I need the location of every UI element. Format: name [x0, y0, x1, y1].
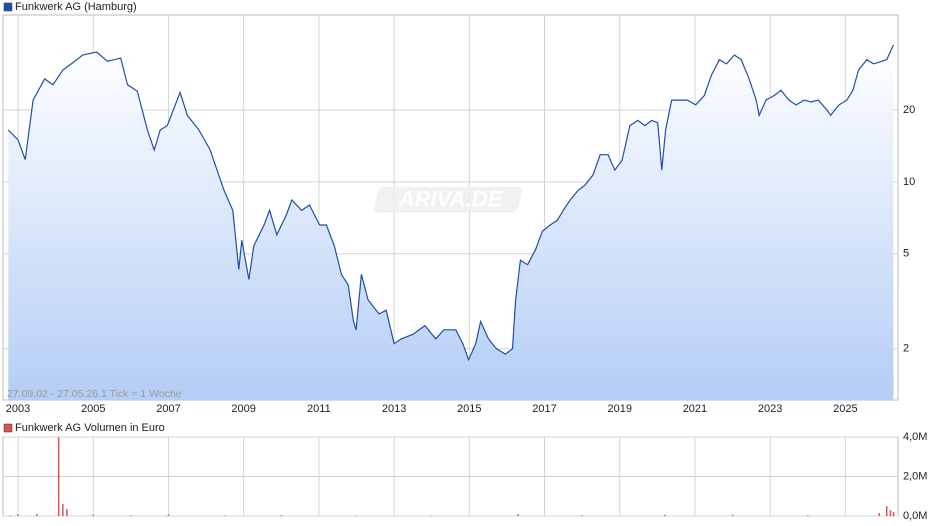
y-tick-label: 10	[903, 176, 915, 188]
volume-bar	[57, 437, 60, 516]
volume-bar	[66, 509, 68, 516]
y-tick-label: 2,0M	[903, 470, 927, 482]
legend-swatch	[3, 423, 13, 433]
volume-bar	[17, 514, 19, 516]
legend-label: Funkwerk AG Volumen in Euro	[15, 422, 165, 434]
watermark-box	[374, 186, 522, 213]
volume-bar	[885, 506, 888, 516]
price-line	[7, 44, 895, 362]
volume-bar	[9, 515, 12, 516]
volume-bar	[889, 510, 892, 516]
chart-layer: 2003 2005 2007 2009 2011 2013 2015 2017 2019 2021…	[3, 1, 927, 522]
volume-bar	[892, 512, 895, 516]
volume-bar	[167, 514, 170, 516]
x-tick-label: 2019	[607, 403, 631, 415]
legend-swatch	[3, 2, 13, 12]
watermark: ARIVA.DE	[398, 187, 504, 212]
x-tick-label: 2017	[532, 403, 556, 415]
volume-bar	[62, 504, 64, 516]
y-tick-label: 20	[903, 104, 915, 116]
volume-bar	[581, 515, 583, 516]
volume-bar	[806, 515, 809, 516]
x-tick-label: 2007	[156, 403, 180, 415]
volume-bar	[36, 514, 38, 516]
x-tick-label: 2005	[81, 403, 105, 415]
y-tick-label: 2	[903, 343, 909, 355]
volume-bar	[517, 514, 519, 516]
x-tick-label: 2013	[382, 403, 406, 415]
volume-bar	[731, 514, 734, 516]
range-annotation: 27.09.02 - 27.05.26 1 Tick = 1 Woche	[7, 388, 182, 400]
x-tick-label: 2011	[307, 403, 331, 415]
volume-bar	[92, 514, 95, 516]
legend-label: Funkwerk AG (Hamburg)	[15, 1, 137, 13]
volume-bar	[224, 515, 226, 516]
volume-bar	[130, 515, 132, 516]
x-tick-label: 2021	[683, 403, 707, 415]
y-tick-label: 0,0M	[903, 510, 927, 522]
volume-bar	[878, 513, 880, 516]
x-tick-label: 2009	[231, 403, 255, 415]
x-tick-label: 2023	[758, 403, 782, 415]
volume-bar	[280, 515, 283, 516]
x-tick-label: 2003	[6, 403, 30, 415]
volume-bar	[664, 514, 666, 516]
x-tick-label: 2015	[457, 403, 481, 415]
y-tick-label: 4,0M	[903, 431, 927, 443]
y-tick-label: 5	[903, 248, 909, 260]
area-fill	[8, 44, 894, 401]
x-tick-label: 2025	[833, 403, 857, 415]
